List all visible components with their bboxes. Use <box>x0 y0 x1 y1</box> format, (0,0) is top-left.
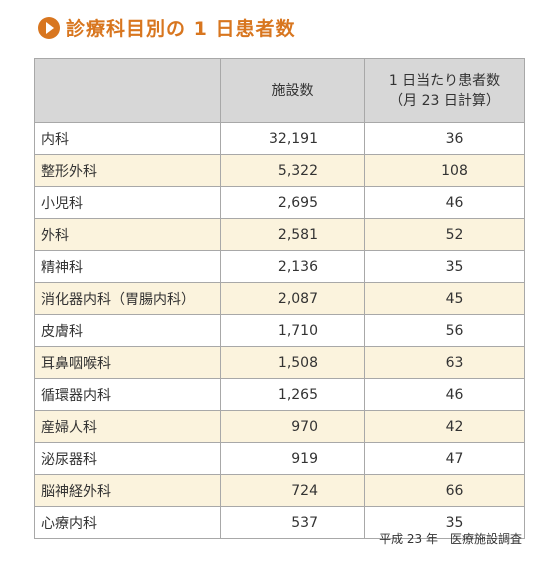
table-row: 循環器内科 1,265 46 <box>34 378 525 411</box>
patients-cell: 56 <box>364 314 525 347</box>
facilities-cell: 2,087 <box>220 282 365 315</box>
facilities-cell: 1,710 <box>220 314 365 347</box>
patients-cell: 42 <box>364 410 525 443</box>
department-cell: 外科 <box>34 218 221 251</box>
facilities-cell: 2,695 <box>220 186 365 219</box>
table-body: 内科 32,191 36 整形外科 5,322 108 小児科 2,695 46 外科 2,581 5… <box>34 122 525 539</box>
table-row: 脳神経外科 724 66 <box>34 474 525 507</box>
patients-cell: 52 <box>364 218 525 251</box>
header-facilities: 施設数 <box>220 58 365 123</box>
department-cell: 皮膚科 <box>34 314 221 347</box>
facilities-cell: 724 <box>220 474 365 507</box>
patients-cell: 35 <box>364 250 525 283</box>
department-cell: 小児科 <box>34 186 221 219</box>
facilities-cell: 919 <box>220 442 365 475</box>
table-row: 整形外科 5,322 108 <box>34 154 525 187</box>
facilities-cell: 2,581 <box>220 218 365 251</box>
department-cell: 脳神経外科 <box>34 474 221 507</box>
facilities-cell: 970 <box>220 410 365 443</box>
header-department <box>34 58 221 123</box>
department-cell: 循環器内科 <box>34 378 221 411</box>
facilities-cell: 32,191 <box>220 122 365 155</box>
department-cell: 産婦人科 <box>34 410 221 443</box>
department-cell: 精神科 <box>34 250 221 283</box>
table-row: 外科 2,581 52 <box>34 218 525 251</box>
patients-cell: 45 <box>364 282 525 315</box>
department-cell: 整形外科 <box>34 154 221 187</box>
patients-cell: 46 <box>364 186 525 219</box>
facilities-cell: 1,265 <box>220 378 365 411</box>
patients-cell: 63 <box>364 346 525 379</box>
source-note: 平成 23 年 医療施設調査 <box>379 532 522 546</box>
table-row: 心療内科 537 35 <box>34 506 525 539</box>
department-cell: 内科 <box>34 122 221 155</box>
table-row: 小児科 2,695 46 <box>34 186 525 219</box>
table-row: 耳鼻咽喉科 1,508 63 <box>34 346 525 379</box>
table-row: 泌尿器科 919 47 <box>34 442 525 475</box>
patients-cell: 47 <box>364 442 525 475</box>
header-patients-line1: 1 日当たり患者数 <box>388 72 501 89</box>
table-row: 内科 32,191 36 <box>34 122 525 155</box>
section-title: 診療科目別の 1 日患者数 <box>66 18 296 40</box>
department-cell: 耳鼻咽喉科 <box>34 346 221 379</box>
play-circle-icon <box>38 16 60 39</box>
facilities-cell: 537 <box>220 506 365 539</box>
header-patients-line2: （月 23 日計算） <box>389 92 500 109</box>
department-cell: 心療内科 <box>34 506 221 539</box>
table-row: 精神科 2,136 35 <box>34 250 525 283</box>
table-row: 消化器内科（胃腸内科） 2,087 45 <box>34 282 525 315</box>
facilities-cell: 1,508 <box>220 346 365 379</box>
facilities-cell: 2,136 <box>220 250 365 283</box>
patients-cell: 35 <box>364 506 525 539</box>
patients-cell: 108 <box>364 154 525 187</box>
patients-cell: 46 <box>364 378 525 411</box>
table-header-row: 施設数 1 日当たり患者数 （月 23 日計算） <box>34 58 525 123</box>
table-row: 産婦人科 970 42 <box>34 410 525 443</box>
patients-by-department-table: 施設数 1 日当たり患者数 （月 23 日計算） 内科 32,191 36 整形外科 5… <box>34 58 525 539</box>
patients-cell: 66 <box>364 474 525 507</box>
section-heading: 診療科目別の 1 日患者数 <box>38 14 295 41</box>
table-row: 皮膚科 1,710 56 <box>34 314 525 347</box>
department-cell: 消化器内科（胃腸内科） <box>34 282 221 315</box>
header-patients: 1 日当たり患者数 （月 23 日計算） <box>364 58 525 123</box>
patients-cell: 36 <box>364 122 525 155</box>
facilities-cell: 5,322 <box>220 154 365 187</box>
department-cell: 泌尿器科 <box>34 442 221 475</box>
